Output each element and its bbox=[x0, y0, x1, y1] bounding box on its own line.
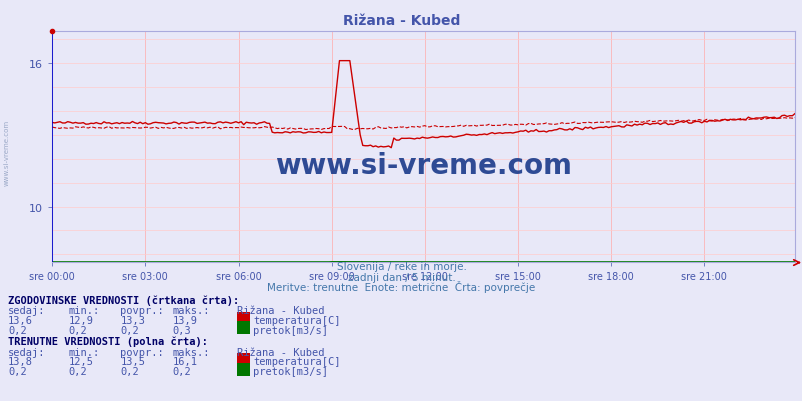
Text: 0,2: 0,2 bbox=[68, 366, 87, 376]
Text: 0,2: 0,2 bbox=[120, 366, 139, 376]
Text: maks.:: maks.: bbox=[172, 306, 210, 316]
Text: povpr.:: povpr.: bbox=[120, 347, 164, 357]
Text: Slovenija / reke in morje.: Slovenija / reke in morje. bbox=[336, 261, 466, 271]
Text: 0,2: 0,2 bbox=[172, 366, 191, 376]
Text: zadnji dan / 5 minut.: zadnji dan / 5 minut. bbox=[347, 272, 455, 282]
Text: 13,9: 13,9 bbox=[172, 315, 197, 325]
Text: min.:: min.: bbox=[68, 306, 99, 316]
Text: www.si-vreme.com: www.si-vreme.com bbox=[275, 152, 571, 180]
Text: 13,3: 13,3 bbox=[120, 315, 145, 325]
Text: 12,5: 12,5 bbox=[68, 356, 93, 367]
Text: pretok[m3/s]: pretok[m3/s] bbox=[253, 325, 327, 335]
Text: 13,6: 13,6 bbox=[8, 315, 33, 325]
Text: www.si-vreme.com: www.si-vreme.com bbox=[3, 119, 10, 185]
Text: min.:: min.: bbox=[68, 347, 99, 357]
Text: 0,2: 0,2 bbox=[8, 325, 26, 335]
Text: 16,1: 16,1 bbox=[172, 356, 197, 367]
Text: Rižana - Kubed: Rižana - Kubed bbox=[237, 306, 324, 316]
Text: pretok[m3/s]: pretok[m3/s] bbox=[253, 366, 327, 376]
Text: 0,3: 0,3 bbox=[172, 325, 191, 335]
Text: 12,9: 12,9 bbox=[68, 315, 93, 325]
Text: Rižana - Kubed: Rižana - Kubed bbox=[342, 14, 460, 28]
Text: Rižana - Kubed: Rižana - Kubed bbox=[237, 347, 324, 357]
Text: 13,8: 13,8 bbox=[8, 356, 33, 367]
Text: temperatura[C]: temperatura[C] bbox=[253, 315, 340, 325]
Text: TRENUTNE VREDNOSTI (polna črta):: TRENUTNE VREDNOSTI (polna črta): bbox=[8, 336, 208, 346]
Text: povpr.:: povpr.: bbox=[120, 306, 164, 316]
Text: sedaj:: sedaj: bbox=[8, 306, 46, 316]
Text: 0,2: 0,2 bbox=[120, 325, 139, 335]
Text: ZGODOVINSKE VREDNOSTI (črtkana črta):: ZGODOVINSKE VREDNOSTI (črtkana črta): bbox=[8, 294, 239, 305]
Text: sedaj:: sedaj: bbox=[8, 347, 46, 357]
Text: 13,5: 13,5 bbox=[120, 356, 145, 367]
Text: maks.:: maks.: bbox=[172, 347, 210, 357]
Text: 0,2: 0,2 bbox=[68, 325, 87, 335]
Text: Meritve: trenutne  Enote: metrične  Črta: povprečje: Meritve: trenutne Enote: metrične Črta: … bbox=[267, 280, 535, 292]
Text: temperatura[C]: temperatura[C] bbox=[253, 356, 340, 367]
Text: 0,2: 0,2 bbox=[8, 366, 26, 376]
